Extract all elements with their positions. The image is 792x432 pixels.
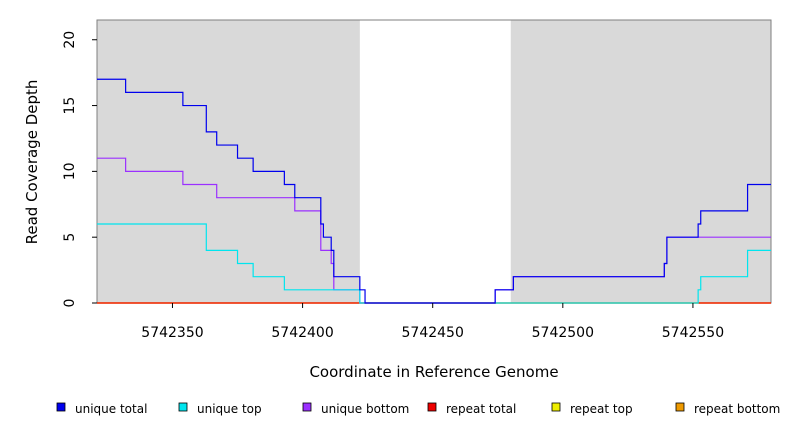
legend: unique total unique top unique bottom repea… xyxy=(56,402,780,416)
y-tick-label: 15 xyxy=(62,97,78,115)
y-axis-ticks: 0 5 10 15 20 xyxy=(62,31,97,308)
y-tick-label: 0 xyxy=(62,299,78,308)
legend-swatch xyxy=(551,402,561,412)
x-axis-title: Coordinate in Reference Genome xyxy=(309,363,558,381)
legend-swatch xyxy=(56,402,66,412)
y-tick-label: 10 xyxy=(62,162,78,180)
shaded-region-1 xyxy=(97,20,360,303)
legend-label: unique top xyxy=(197,402,262,416)
legend-label: repeat total xyxy=(446,402,516,416)
legend-swatch xyxy=(178,402,188,412)
legend-label: unique total xyxy=(75,402,147,416)
x-tick-label: 5742450 xyxy=(402,325,464,341)
x-axis-ticks: 5742350 5742400 5742450 5742500 5742550 xyxy=(141,303,724,341)
y-tick-label: 20 xyxy=(62,31,78,49)
legend-label: repeat top xyxy=(570,402,633,416)
x-tick-label: 5742350 xyxy=(141,325,203,341)
legend-swatch xyxy=(675,402,685,412)
legend-swatch xyxy=(302,402,312,412)
y-tick-label: 5 xyxy=(62,233,78,242)
x-tick-label: 5742500 xyxy=(532,325,594,341)
legend-label: repeat bottom xyxy=(694,402,780,416)
legend-swatch xyxy=(427,402,437,412)
shaded-region-2 xyxy=(510,20,771,303)
shaded-regions xyxy=(97,20,771,303)
series-line-unique-total xyxy=(97,78,771,304)
y-axis-title: Read Coverage Depth xyxy=(23,80,41,245)
x-tick-label: 5742400 xyxy=(271,325,333,341)
x-tick-label: 5742550 xyxy=(662,325,724,341)
legend-label: unique bottom xyxy=(321,402,409,416)
series-line-unique-top xyxy=(97,223,771,304)
series-lines xyxy=(97,78,771,304)
